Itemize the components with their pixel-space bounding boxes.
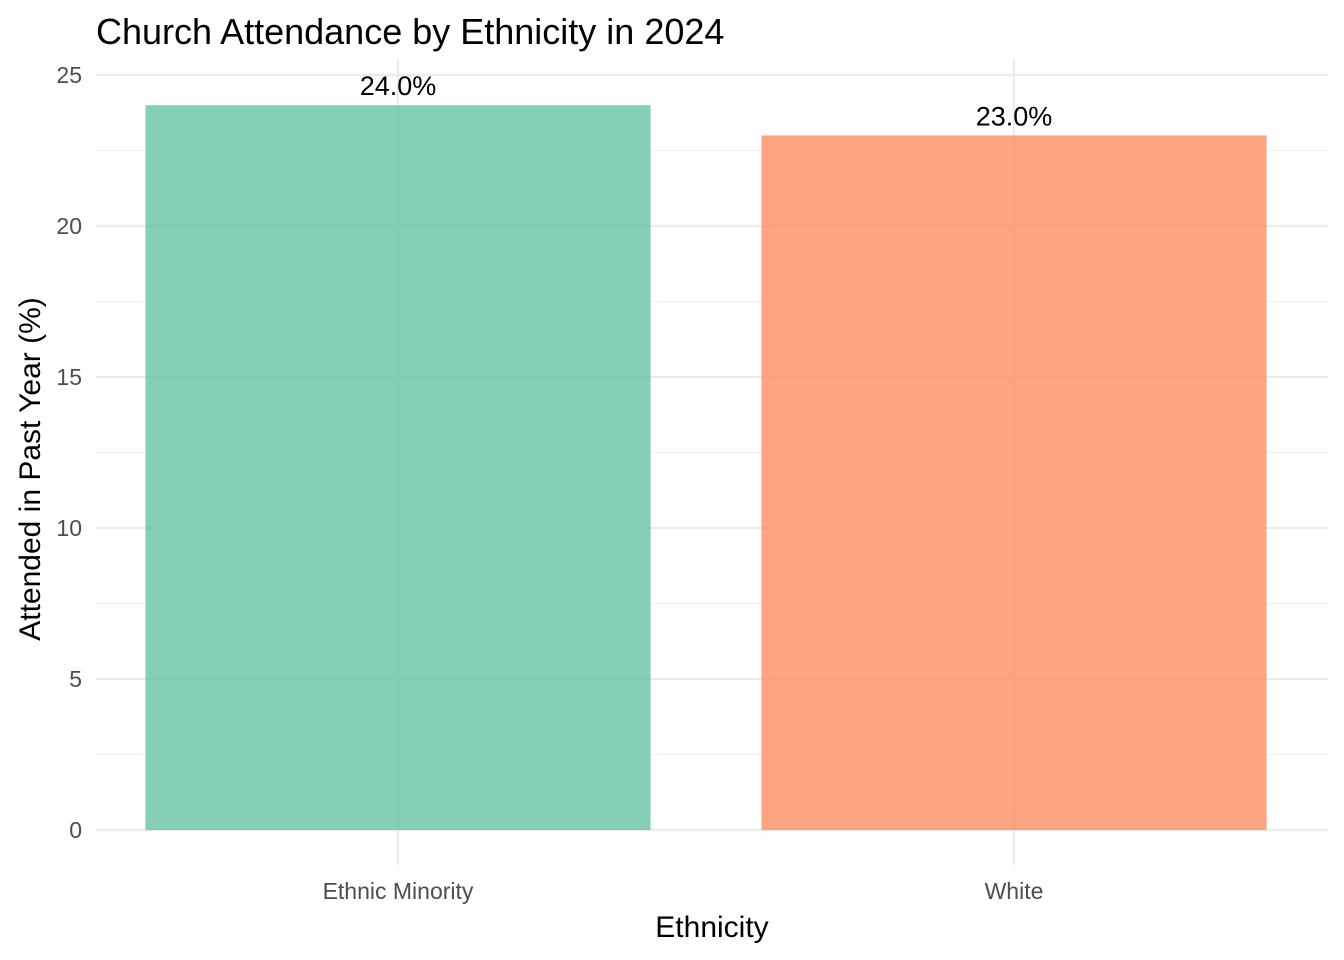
y-axis-title: Attended in Past Year (%) [14, 297, 47, 641]
y-tick-label: 15 [56, 364, 82, 390]
x-axis-title: Ethnicity [655, 911, 768, 944]
bar-white [761, 135, 1267, 830]
chart-title: Church Attendance by Ethnicity in 2024 [96, 11, 724, 52]
x-tick-label: White [985, 878, 1044, 904]
y-axis-ticks: 0 5 10 15 20 25 [56, 62, 82, 843]
bar-ethnic-minority [145, 105, 651, 830]
y-tick-label: 10 [56, 515, 82, 541]
data-label: 24.0% [360, 71, 437, 101]
data-labels: 24.0% 23.0% [360, 71, 1053, 131]
y-tick-label: 0 [69, 817, 82, 843]
x-axis-ticks: Ethnic Minority White [323, 878, 1044, 904]
data-label: 23.0% [976, 101, 1053, 131]
y-tick-label: 25 [56, 62, 82, 88]
bars [145, 105, 1267, 830]
y-tick-label: 20 [56, 213, 82, 239]
y-tick-label: 5 [69, 666, 82, 692]
x-tick-label: Ethnic Minority [323, 878, 474, 904]
